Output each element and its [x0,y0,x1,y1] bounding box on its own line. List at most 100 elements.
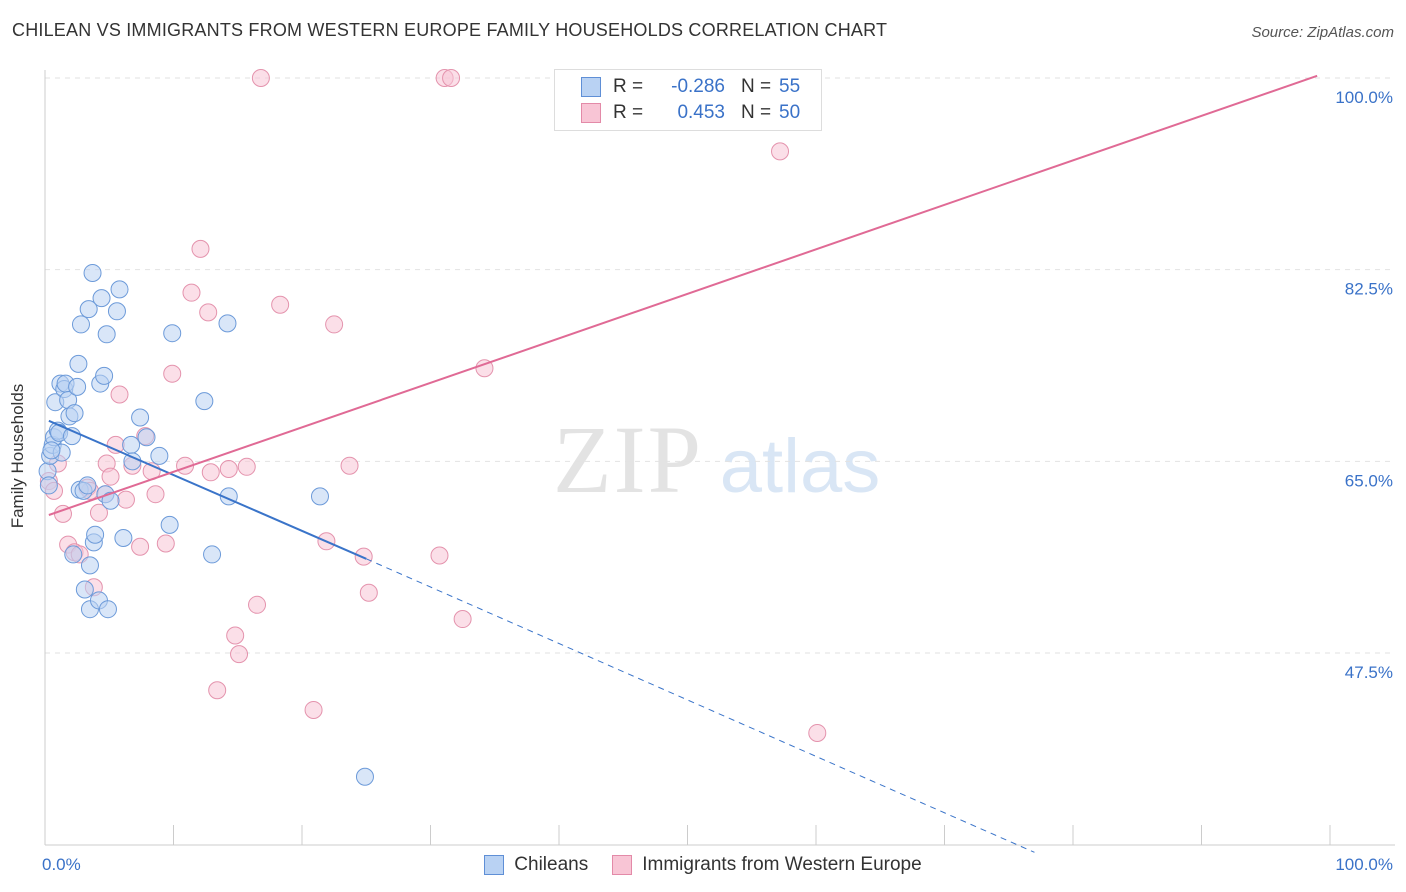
point-chileans [150,446,169,465]
point-chileans [203,545,222,564]
point-chileans [79,300,98,319]
legend: Chileans Immigrants from Western Europe [0,852,1406,878]
point-immigrants [89,503,108,522]
stats-swatch-chileans [581,77,601,97]
point-immigrants [475,359,494,378]
point-immigrants [771,142,790,161]
point-immigrants [131,537,150,556]
point-chileans [160,515,179,534]
point-immigrants [248,595,267,614]
legend-label-chileans: Chileans [514,854,589,875]
point-chileans [101,491,120,510]
point-chileans [107,302,126,321]
point-chileans [137,428,156,447]
legend-label-immigrants: Immigrants from Western Europe [642,854,922,875]
point-immigrants [442,69,461,87]
watermark-atlas: atlas [720,424,881,509]
stats-n-value: 50 [779,102,801,123]
point-immigrants [219,460,238,478]
point-immigrants [201,463,220,482]
point-chileans [355,767,374,786]
point-immigrants [191,239,210,258]
point-chileans [97,325,116,344]
point-chileans [39,476,58,495]
tick-labels: 47.5% 65.0% 82.5% 100.0% 0.0% 100.0% [42,88,1393,874]
point-chileans [122,435,141,454]
point-immigrants [325,315,344,334]
point-immigrants [101,467,120,486]
y-axis-label: Family Households [8,383,27,529]
point-immigrants [182,283,201,302]
stats-row-chileans: R = -0.286 N = 55 [555,74,800,100]
point-immigrants [808,723,827,742]
y-tick-label: 82.5% [1345,280,1393,299]
y-tick-label: 47.5% [1345,663,1393,682]
legend-swatch-chileans [484,855,505,875]
source-label: Source: ZipAtlas.com [1251,24,1394,41]
grid-lines [45,77,1395,654]
point-chileans [86,525,105,544]
trendline-chileans [48,419,367,560]
point-chileans [78,476,97,495]
watermark: ZIP atlas [553,406,880,513]
point-chileans [114,529,133,547]
point-immigrants [340,456,359,475]
point-chileans [195,392,214,411]
legend-item-chileans[interactable]: Chileans [484,854,588,876]
point-immigrants [156,534,175,553]
point-immigrants [251,69,270,87]
legend-item-immigrants[interactable]: Immigrants from Western Europe [612,854,922,876]
point-immigrants [230,645,249,664]
x-tick-label: 100.0% [1335,855,1393,874]
stats-n-value: 55 [779,76,801,97]
point-immigrants [199,303,218,322]
y-tick-label: 65.0% [1345,471,1393,490]
point-chileans [42,441,61,460]
point-immigrants [359,583,378,602]
point-chileans [65,404,84,423]
point-chileans [64,545,83,564]
y-tick-label: 100.0% [1335,88,1393,107]
x-tick-label: 0.0% [42,855,81,874]
series-chileans-points [38,263,374,786]
point-chileans [69,354,88,373]
stats-n-label: N = [741,76,772,97]
stats-r-value: -0.286 [671,76,725,97]
chart-title: CHILEAN VS IMMIGRANTS FROM WESTERN EUROP… [12,20,888,40]
point-immigrants [208,681,227,700]
point-immigrants [271,295,290,314]
point-chileans [71,315,90,334]
point-chileans [92,289,111,308]
point-immigrants [146,485,165,504]
stats-swatch-immigrants [581,103,601,123]
point-immigrants [110,385,129,404]
stats-box: R = -0.286 N = 55 R = 0.453 N = 50 [554,69,822,131]
point-immigrants [304,700,323,719]
point-immigrants [430,546,449,565]
point-chileans [110,280,129,299]
watermark-zip: ZIP [553,406,703,513]
point-chileans [98,600,117,619]
stats-r-value: 0.453 [677,102,725,123]
point-chileans [75,580,94,599]
point-immigrants [226,626,245,645]
point-chileans [163,324,182,343]
point-chileans [131,408,150,427]
stats-r-label: R = [613,76,644,97]
point-chileans [218,314,237,333]
point-chileans [310,487,329,506]
series-immigrants-points [39,69,827,742]
trend-lines [48,74,1318,853]
point-immigrants [116,490,135,509]
point-chileans [83,263,102,282]
stats-r-label: R = [613,102,644,123]
trendline-immigrants [48,74,1318,516]
point-chileans [80,556,99,575]
point-immigrants [453,610,472,629]
point-chileans [95,366,114,385]
stats-row-immigrants: R = 0.453 N = 50 [555,100,800,126]
point-immigrants [163,364,182,383]
legend-swatch-immigrants [612,855,633,875]
trendline-chileans-extension [366,558,1035,853]
